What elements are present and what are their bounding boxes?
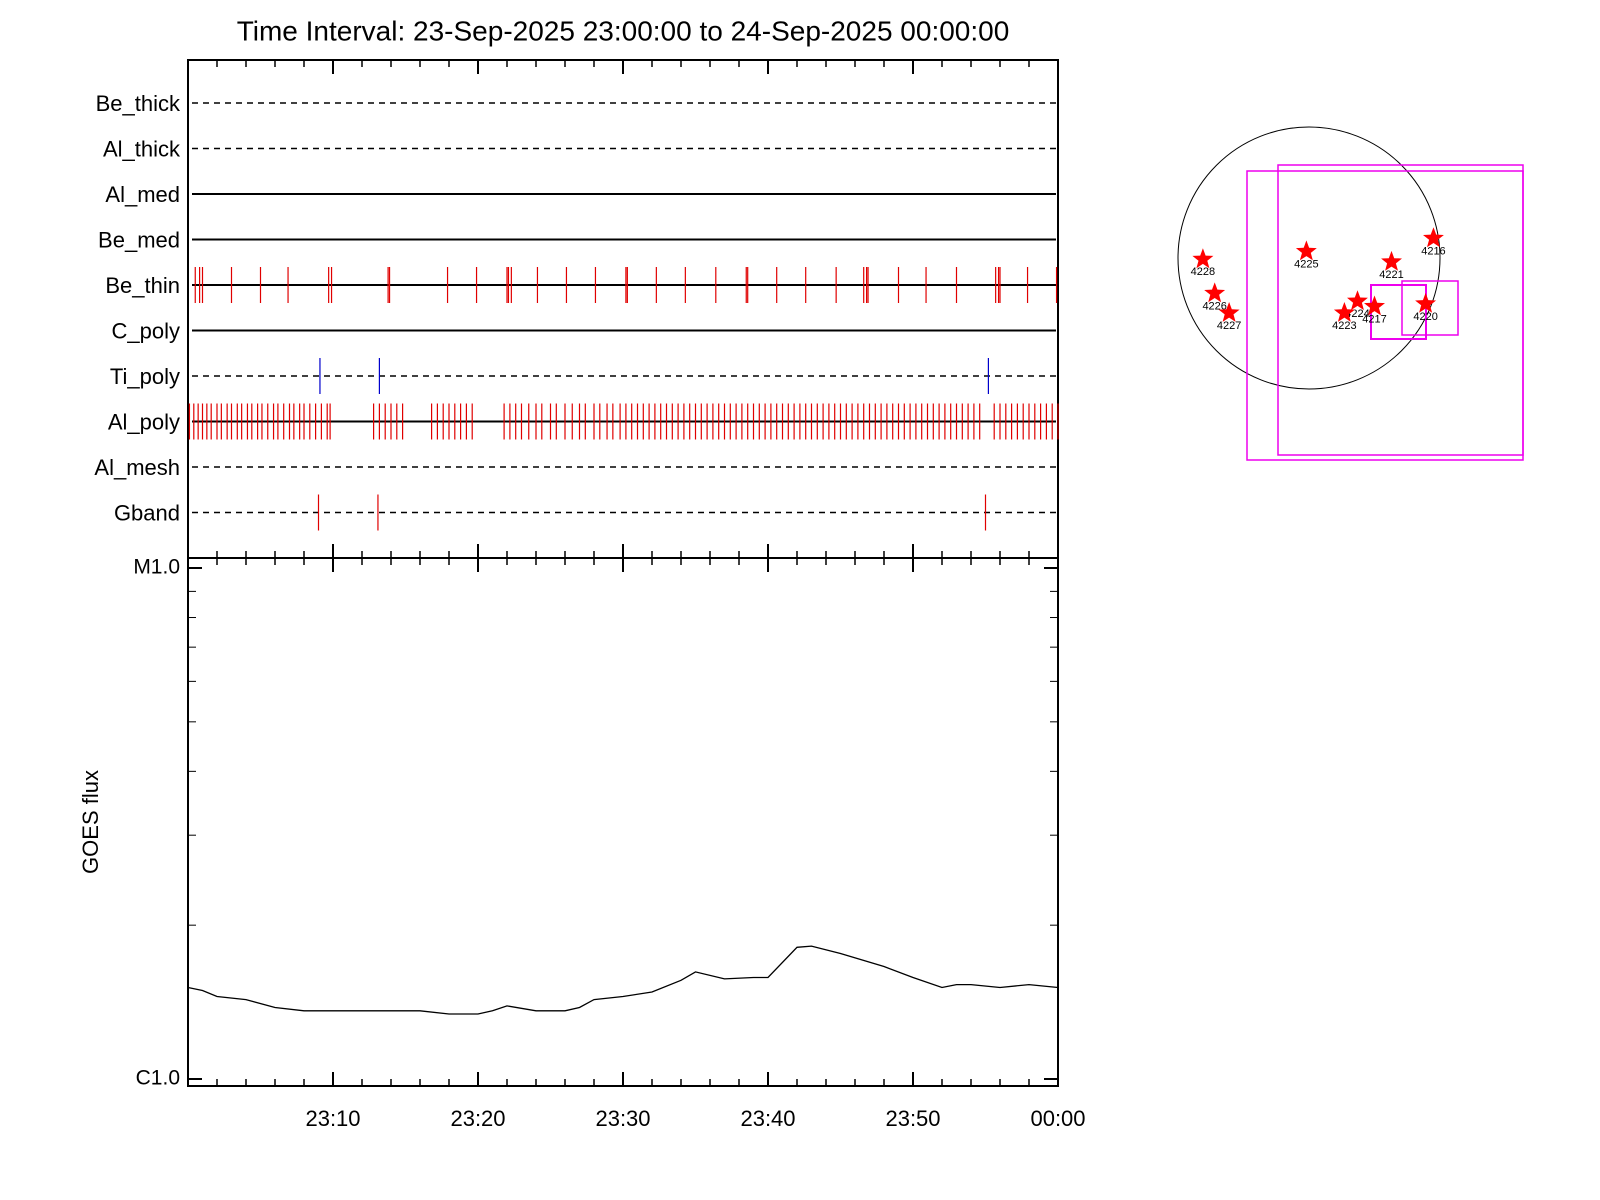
x-tick-label: 23:40 [740,1106,795,1131]
region-label: 4225 [1294,258,1318,270]
region-marker [1295,240,1317,261]
solar-disk [1177,126,1441,390]
row-label: Al_thick [103,136,181,161]
row-label: Al_poly [108,409,180,434]
region-label: 4220 [1413,311,1437,323]
fov-box [1401,280,1459,336]
region-marker [1423,227,1444,248]
flux-frame [187,557,1059,1087]
timeline-frame [187,59,1059,559]
region-label: 4228 [1191,266,1215,278]
row-label: Be_med [98,227,180,252]
region-marker [1218,302,1240,322]
region-label: 4227 [1217,320,1241,332]
region-marker [1204,282,1226,303]
y-axis-label: GOES flux [78,770,103,874]
row-label: Be_thick [96,91,181,116]
y-tick-label: C1.0 [136,1067,180,1090]
row-label: Al_mesh [94,455,180,480]
region-marker [1333,302,1355,322]
flux-line [187,945,1059,1015]
region-label: 4216 [1421,245,1445,257]
row-label: Be_thin [105,273,180,298]
title: Time Interval: 23-Sep-2025 23:00:00 to 2… [237,15,1010,46]
region-label: 4223 [1332,320,1356,332]
x-tick-label: 23:10 [305,1106,360,1131]
fov-box [1277,164,1524,456]
row-label: C_poly [112,318,180,343]
region-marker [1192,248,1214,269]
row-label: Gband [114,500,180,525]
x-tick-label: 23:20 [450,1106,505,1131]
x-tick-label: 23:30 [595,1106,650,1131]
region-marker [1347,290,1368,311]
x-tick-label: 00:00 [1030,1106,1085,1131]
row-label: Ti_poly [110,364,180,389]
y-tick-label: M1.0 [133,556,180,579]
region-marker [1381,250,1402,271]
x-tick-label: 23:50 [885,1106,940,1131]
region-marker [1364,295,1385,316]
region-marker [1415,292,1437,313]
region-label: 4226 [1202,300,1226,312]
row-label: Al_med [105,182,180,207]
region-label: 4221 [1379,269,1403,281]
region-label: 4217 [1362,313,1386,325]
